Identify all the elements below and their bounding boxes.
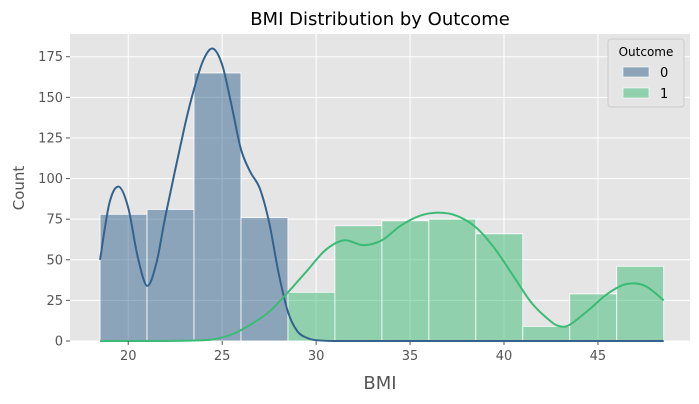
x-tick-label: 20 [120,349,137,364]
x-axis-ticks: 20 25 30 35 40 45 [120,341,606,364]
histogram-bar-outcome-1 [381,220,430,342]
legend-label-0: 0 [660,66,668,81]
histogram-bar-outcome-1 [287,291,336,342]
histogram-bar-outcome-0 [99,213,148,342]
histogram-bar-outcome-1 [616,265,665,342]
legend-swatch-1 [622,87,650,99]
y-tick-label: 125 [38,131,63,146]
x-tick-label: 35 [402,349,419,364]
x-tick-label: 40 [496,349,513,364]
kde-line-outcome-0 [99,47,664,343]
kde-curves [99,47,665,343]
legend: Outcome 0 1 [607,38,685,108]
histogram-bar-outcome-1 [428,218,477,342]
chart-title: BMI Distribution by Outcome [250,9,510,30]
x-axis-label: BMI [363,373,396,394]
x-tick-label: 30 [308,349,325,364]
y-tick-label: 0 [55,335,63,350]
histogram-bar-outcome-1 [569,293,618,342]
x-tick-label: 25 [214,349,231,364]
y-tick-label: 150 [38,91,63,106]
y-tick-label: 100 [38,172,63,187]
histogram-bar-outcome-1 [522,325,571,342]
y-tick-label: 25 [46,294,63,309]
histogram-bar-outcome-0 [193,72,242,342]
y-tick-label: 175 [38,50,63,65]
histogram-bar-outcome-0 [146,209,195,342]
legend-label-1: 1 [660,87,668,102]
x-tick-label: 45 [590,349,607,364]
legend-title: Outcome [619,45,674,59]
y-tick-label: 75 [46,213,63,228]
histogram-bar-outcome-1 [475,233,524,342]
y-axis-ticks: 0 25 50 75 100 125 150 175 [38,50,70,350]
y-tick-label: 50 [46,253,63,268]
histogram-bars [99,72,665,342]
kde-line-outcome-1 [100,211,665,342]
y-axis-label: Count [10,166,28,211]
legend-swatch-0 [622,66,650,78]
